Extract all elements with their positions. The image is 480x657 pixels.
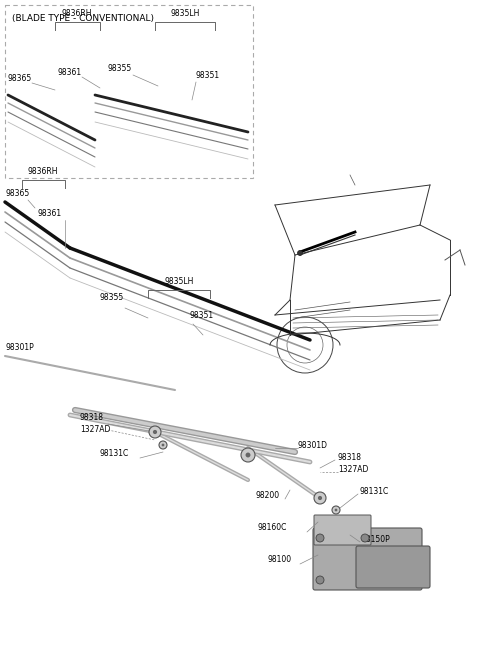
Circle shape <box>162 443 164 446</box>
Circle shape <box>149 426 161 438</box>
Text: 98131C: 98131C <box>360 487 389 497</box>
Text: 98318: 98318 <box>338 453 362 463</box>
Text: 9835LH: 9835LH <box>164 277 194 286</box>
Text: 98160C: 98160C <box>258 524 288 533</box>
Circle shape <box>246 453 251 457</box>
Text: 98301P: 98301P <box>5 343 34 352</box>
Circle shape <box>318 496 322 500</box>
Text: 1327AD: 1327AD <box>80 426 110 434</box>
Circle shape <box>159 441 167 449</box>
Text: 98355: 98355 <box>108 64 132 73</box>
Text: 98365: 98365 <box>8 74 32 83</box>
Circle shape <box>153 430 157 434</box>
Text: 98100: 98100 <box>268 556 292 564</box>
Text: 98351: 98351 <box>190 311 214 320</box>
Circle shape <box>332 506 340 514</box>
FancyBboxPatch shape <box>313 528 422 590</box>
Text: 98131C: 98131C <box>100 449 129 459</box>
Text: 9836RH: 9836RH <box>28 167 58 176</box>
Text: 98200: 98200 <box>256 491 280 501</box>
Circle shape <box>314 492 326 504</box>
Text: 1327AD: 1327AD <box>338 466 368 474</box>
Circle shape <box>361 534 369 542</box>
FancyBboxPatch shape <box>314 515 371 545</box>
Text: (BLADE TYPE - CONVENTIONAL): (BLADE TYPE - CONVENTIONAL) <box>12 14 154 23</box>
FancyBboxPatch shape <box>356 546 430 588</box>
Text: 98318: 98318 <box>80 413 104 422</box>
Circle shape <box>316 534 324 542</box>
Text: 98355: 98355 <box>100 293 124 302</box>
Circle shape <box>241 448 255 462</box>
Text: 98361: 98361 <box>58 68 82 77</box>
Text: 9836RH: 9836RH <box>62 9 92 18</box>
Text: 9835LH: 9835LH <box>170 9 200 18</box>
Circle shape <box>298 250 302 256</box>
Circle shape <box>316 576 324 584</box>
Text: 98301D: 98301D <box>298 442 328 451</box>
Text: 98351: 98351 <box>196 71 220 80</box>
Text: 98365: 98365 <box>5 189 29 198</box>
Text: 98361: 98361 <box>38 209 62 218</box>
Circle shape <box>335 509 337 511</box>
Text: 98150P: 98150P <box>362 535 391 545</box>
